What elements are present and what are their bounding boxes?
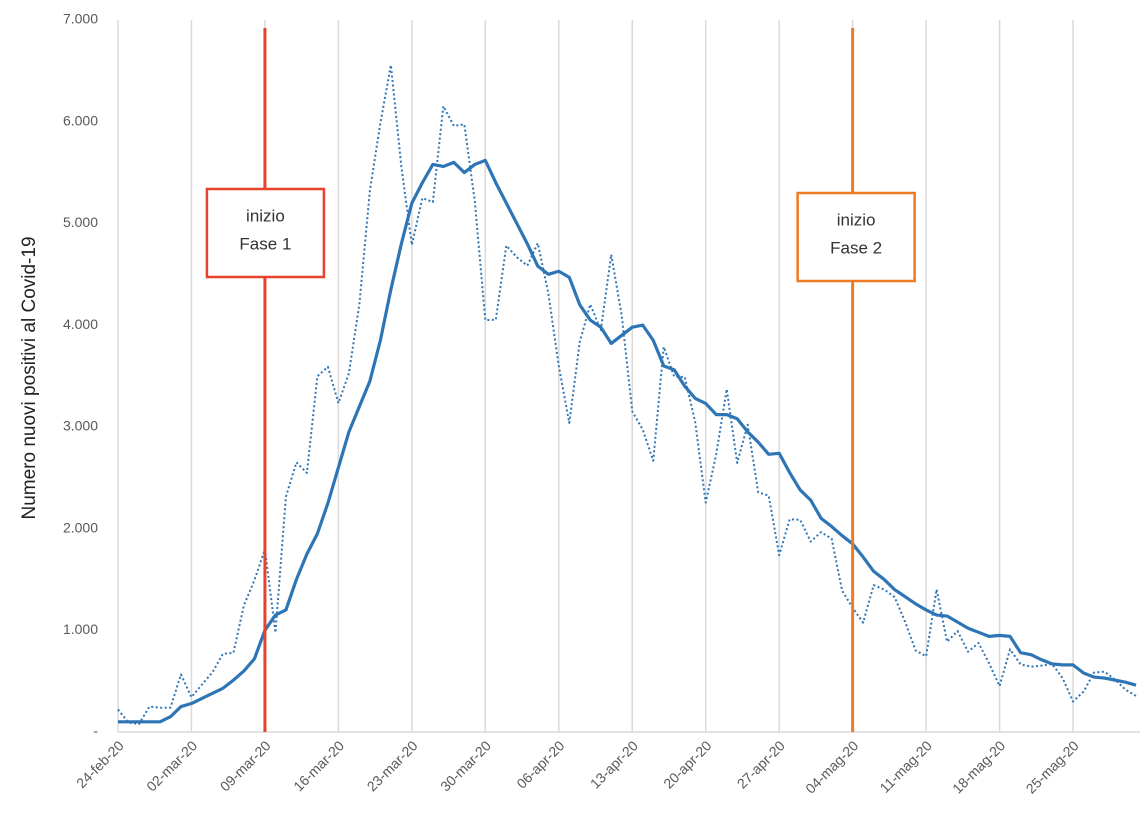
annotation-text: inizio	[246, 206, 285, 225]
annotation-text: Fase 1	[239, 234, 291, 253]
annotation-text: Fase 2	[830, 238, 882, 257]
x-tick-label: 23-mar-20	[364, 737, 421, 794]
y-tick-label: 3.000	[63, 418, 98, 434]
y-tick-label: 7.000	[63, 11, 98, 27]
y-tick-label: 6.000	[63, 112, 98, 128]
y-tick-label: 5.000	[63, 214, 98, 230]
average-line	[118, 158, 1137, 724]
x-tick-label: 13-apr-20	[587, 737, 641, 791]
annotation-box	[205, 187, 326, 279]
x-tick-label: 18-mag-20	[949, 737, 1008, 796]
annotation-text: inizio	[837, 210, 876, 229]
x-tick-label: 09-mar-20	[217, 737, 274, 794]
y-axis-title: Numero nuovi positivi al Covid-19	[19, 236, 40, 519]
x-tick-label: 27-apr-20	[734, 737, 788, 791]
x-tick-label: 04-mag-20	[802, 737, 861, 796]
x-tick-label: 24-feb-20	[73, 737, 127, 791]
x-tick-label: 25-mag-20	[1023, 737, 1082, 796]
x-tick-label: 30-mar-20	[437, 737, 494, 794]
daily-line	[117, 64, 1137, 726]
annotation-box	[796, 191, 916, 283]
x-tick-label: 16-mar-20	[290, 737, 347, 794]
y-tick-label: -	[93, 723, 98, 739]
y-tick-label: 4.000	[63, 316, 98, 332]
y-tick-label: 1.000	[63, 621, 98, 637]
x-tick-label: 11-mag-20	[876, 737, 935, 796]
x-tick-label: 20-apr-20	[660, 737, 714, 791]
x-tick-label: 06-apr-20	[513, 737, 567, 791]
y-tick-label: 2.000	[63, 519, 98, 535]
x-tick-label: 02-mar-20	[143, 737, 200, 794]
